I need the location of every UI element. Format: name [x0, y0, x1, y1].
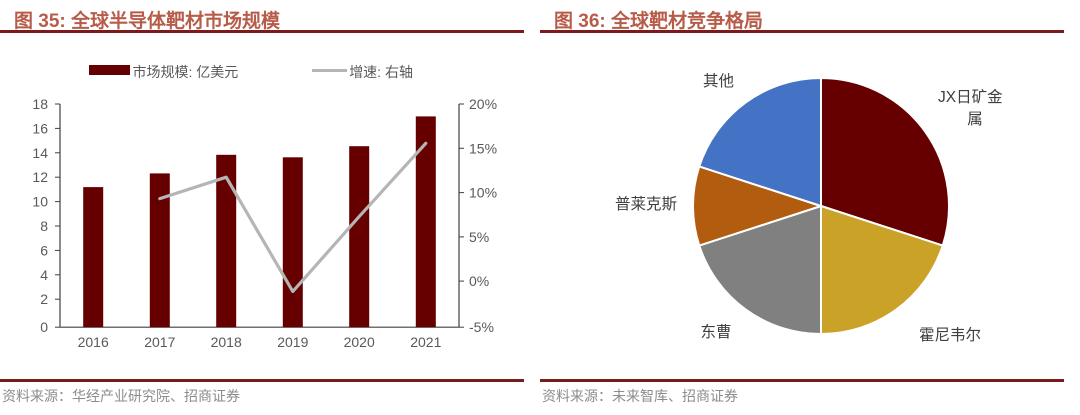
svg-text:2019: 2019 — [277, 334, 308, 350]
svg-text:-5%: -5% — [469, 319, 494, 335]
svg-text:4: 4 — [40, 267, 48, 283]
svg-text:6: 6 — [40, 242, 48, 258]
svg-text:16: 16 — [32, 120, 48, 136]
svg-text:2016: 2016 — [78, 334, 109, 350]
svg-text:20%: 20% — [469, 96, 497, 112]
svg-text:普莱克斯: 普莱克斯 — [615, 195, 677, 213]
svg-text:JX日矿金: JX日矿金 — [938, 88, 1003, 106]
svg-text:2017: 2017 — [144, 334, 175, 350]
svg-text:东曹: 东曹 — [700, 323, 731, 341]
svg-text:5%: 5% — [469, 229, 489, 245]
svg-text:霍尼韦尔: 霍尼韦尔 — [919, 326, 981, 344]
svg-text:其他: 其他 — [703, 72, 734, 90]
svg-text:15%: 15% — [469, 140, 497, 156]
svg-text:10: 10 — [32, 194, 48, 210]
svg-text:2: 2 — [40, 291, 48, 307]
svg-text:属: 属 — [967, 111, 983, 128]
svg-text:0: 0 — [40, 319, 48, 335]
svg-text:0%: 0% — [469, 273, 489, 289]
svg-text:8: 8 — [40, 218, 48, 234]
svg-text:14: 14 — [32, 145, 48, 161]
svg-text:2020: 2020 — [344, 334, 375, 350]
svg-text:10%: 10% — [469, 185, 497, 201]
svg-text:2021: 2021 — [410, 334, 441, 350]
svg-text:2018: 2018 — [211, 334, 242, 350]
svg-text:12: 12 — [32, 169, 48, 185]
svg-text:18: 18 — [32, 96, 48, 112]
